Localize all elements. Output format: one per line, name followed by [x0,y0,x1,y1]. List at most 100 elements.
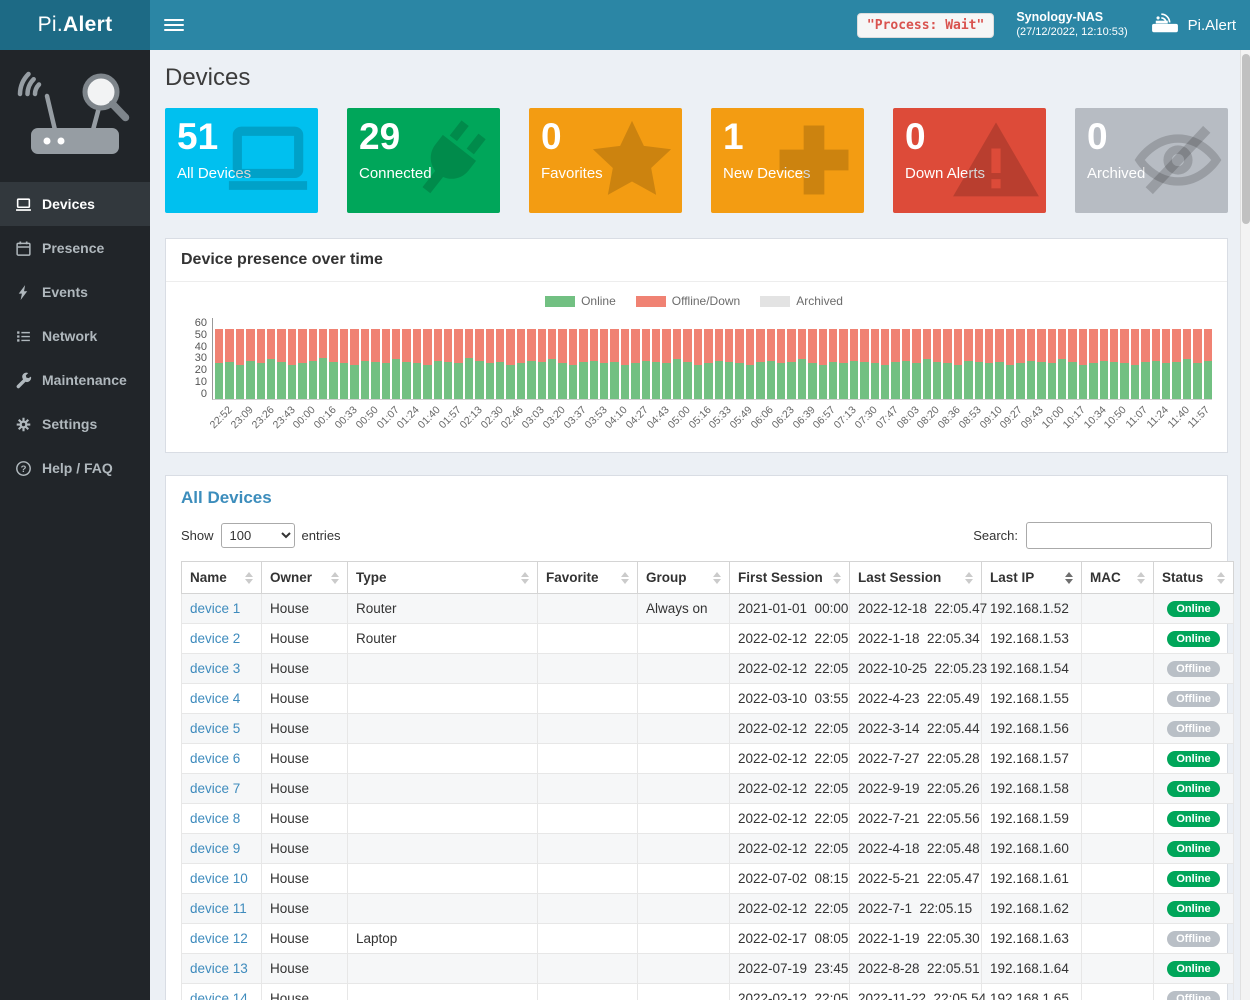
chart-bar [256,329,266,399]
chart-y-axis: 60 50 40 30 20 10 0 [176,318,212,400]
column-header-status[interactable]: Status [1153,561,1234,594]
stat-value: 51 [177,116,219,157]
sidebar-item-label: Maintenance [42,372,127,388]
column-header-type[interactable]: Type [347,561,538,594]
chart-bar [964,329,973,399]
table-cell [637,623,730,654]
device-link[interactable]: device 3 [190,661,241,676]
device-link[interactable]: device 5 [190,721,241,736]
column-header-last-session[interactable]: Last Session [849,561,982,594]
table-cell: 192.168.1.55 [981,683,1082,714]
legend-label: Archived [796,294,843,308]
y-tick-label: 0 [200,387,207,400]
sidebar-item-network[interactable]: Network [0,314,150,358]
table-cell [1081,743,1154,774]
device-link[interactable]: device 11 [190,901,247,916]
table-cell [637,653,730,684]
table-cell [537,983,638,1000]
device-link[interactable]: device 13 [190,961,248,976]
presence-chart: 60 50 40 30 20 10 0 [176,318,1212,400]
chart-bar [475,329,484,399]
sidebar-item-presence[interactable]: Presence [0,226,150,270]
device-link[interactable]: device 8 [190,811,241,826]
table-cell [347,653,538,684]
chart-bar [724,329,734,399]
page-scrollbar[interactable] [1240,50,1250,1000]
table-cell: Router [347,593,538,624]
search-label: Search: [973,528,1018,543]
header-brand[interactable]: Pi.Alert [1150,11,1236,39]
status-badge: Offline [1167,991,1220,1000]
device-link[interactable]: device 1 [190,601,241,616]
sidebar-item-devices[interactable]: Devices [0,182,150,226]
stat-card[interactable]: 0 Favorites [529,108,682,213]
table-cell: device 12 [181,923,262,954]
chart-bar [1016,329,1025,399]
table-cell: 192.168.1.53 [981,623,1082,654]
device-link[interactable]: device 4 [190,691,241,706]
column-header-name[interactable]: Name [181,561,262,594]
device-link[interactable]: device 14 [190,991,248,1000]
table-cell [1081,713,1154,744]
presence-chart-panel: Device presence over time Online Offline/… [165,238,1228,453]
entries-label: entries [301,528,341,543]
table-row: device 13 House 2022-07-19 23:45 2022-8-28 … [181,953,1234,984]
table-cell [1081,983,1154,1000]
sidebar-toggle-icon[interactable] [164,19,184,31]
legend-item[interactable]: Archived [760,294,843,308]
table-cell: device 4 [181,683,262,714]
chart-bar [485,329,494,399]
table-cell: House [261,623,348,654]
column-header-first-session[interactable]: First Session [729,561,850,594]
legend-item[interactable]: Offline/Down [635,294,740,308]
table-cell: device 8 [181,803,262,834]
column-header-mac[interactable]: MAC [1081,561,1154,594]
stat-card[interactable]: 29 Connected [347,108,500,213]
chart-bar [995,329,1004,399]
chart-bar [662,329,671,399]
table-cell: 192.168.1.52 [981,593,1082,624]
table-row: device 3 House 2022-02-12 22:05 2022-10-25 … [181,653,1234,684]
chart-bar [215,329,224,399]
column-label: First Session [738,570,823,585]
stat-value: 29 [359,116,401,157]
status-badge: Offline [1167,721,1220,737]
stat-value: 1 [723,116,744,157]
device-link[interactable]: device 2 [190,631,241,646]
device-link[interactable]: device 6 [190,751,241,766]
legend-item[interactable]: Online [545,294,616,308]
device-link[interactable]: device 7 [190,781,241,796]
page-size-select[interactable]: 100 [220,523,295,548]
table-row: device 12 House Laptop 2022-02-17 08:05 2022… [181,923,1234,954]
chart-bar [319,329,328,399]
chart-bar [870,329,879,399]
chart-bar [828,329,838,399]
device-link[interactable]: device 10 [190,871,248,886]
sidebar-item-maintenance[interactable]: Maintenance [0,358,150,402]
stat-card[interactable]: 0 Down Alerts [893,108,1046,213]
host-name: Synology-NAS [1016,10,1104,25]
x-tick-label: 22:52 [207,404,235,432]
status-badge: Offline [1167,661,1220,677]
status-badge: Online [1167,811,1220,827]
column-header-group[interactable]: Group [637,561,730,594]
device-link[interactable]: device 12 [190,931,248,946]
app-logo[interactable]: Pi. Alert [0,0,150,50]
app-header: Pi. Alert "Process: Wait" Synology-NAS (2… [0,0,1250,50]
legend-swatch [635,295,666,307]
stat-card[interactable]: 1 New Devices [711,108,864,213]
eye-slash-icon [1132,114,1224,206]
table-cell [637,863,730,894]
column-header-favorite[interactable]: Favorite [537,561,638,594]
column-header-owner[interactable]: Owner [261,561,348,594]
column-header-last-ip[interactable]: Last IP [981,561,1082,594]
sidebar-item-events[interactable]: Events [0,270,150,314]
scrollbar-thumb[interactable] [1242,54,1250,224]
stat-card[interactable]: 0 Archived [1075,108,1228,213]
stat-card[interactable]: 51 All Devices [165,108,318,213]
sidebar-item-settings[interactable]: Settings [0,402,150,446]
table-cell: 192.168.1.54 [981,653,1082,684]
device-link[interactable]: device 9 [190,841,241,856]
search-input[interactable] [1026,522,1212,549]
sidebar-item-help[interactable]: ? Help / FAQ [0,446,150,490]
